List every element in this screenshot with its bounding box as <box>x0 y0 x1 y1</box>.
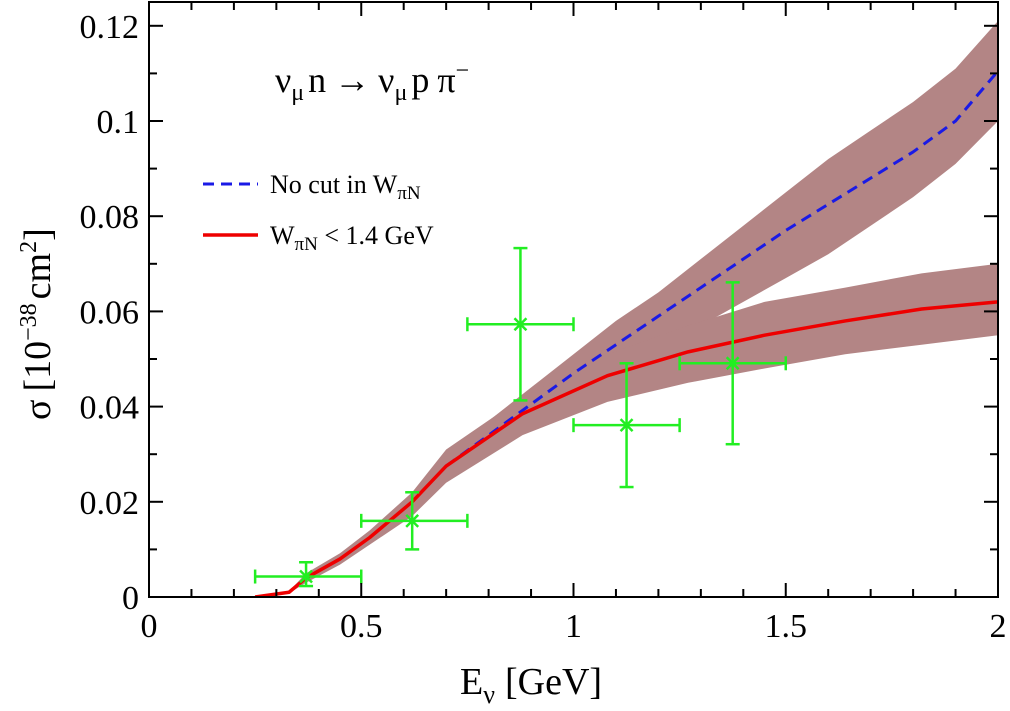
y-tick-label: 0.02 <box>80 485 140 522</box>
series-line-0 <box>445 70 998 468</box>
x-axis-title: Eν [GeV] <box>460 661 602 709</box>
reaction-title: νμ n → νμ p π− <box>275 58 469 106</box>
data-point-1 <box>360 491 469 551</box>
legend-label-cut: WπN < 1.4 GeV <box>270 221 434 255</box>
y-tick-label: 0 <box>122 580 139 617</box>
y-axis-title: σ[10−38cm2] <box>16 228 59 420</box>
band-0 <box>446 21 998 478</box>
y-tick-label: 0.1 <box>97 104 140 141</box>
legend: No cut in WπN WπN < 1.4 GeV <box>203 170 434 255</box>
point-marker <box>513 317 528 332</box>
x-tick-label: 1.5 <box>765 608 808 645</box>
legend-label-no-cut: No cut in WπN <box>270 170 421 204</box>
tick-labels: 0 0.5 1 1.5 2 0 0.02 0.04 0.06 0.08 0.1 0.12 <box>80 9 1007 645</box>
data-point-0 <box>253 561 363 588</box>
plot-frame <box>148 1 999 598</box>
point-marker <box>619 418 634 433</box>
y-tick-label: 0.04 <box>80 390 140 427</box>
uncertainty-bands <box>255 21 998 597</box>
theory-curves <box>254 70 998 597</box>
data-point-4 <box>678 281 787 446</box>
data-point-3 <box>572 362 681 489</box>
point-marker <box>725 356 740 371</box>
x-tick-label: 1 <box>565 608 582 645</box>
band-1 <box>255 263 998 597</box>
x-tick-label: 0.5 <box>340 608 383 645</box>
series-line-1 <box>254 300 998 597</box>
experimental-points <box>253 246 787 588</box>
x-tick-label: 2 <box>990 608 1007 645</box>
y-tick-label: 0.12 <box>80 9 140 46</box>
y-tick-label: 0.06 <box>80 294 140 331</box>
point-marker <box>299 569 313 584</box>
data-point-2 <box>466 246 575 402</box>
point-marker <box>405 513 420 528</box>
y-tick-label: 0.08 <box>80 199 140 236</box>
x-tick-label: 0 <box>141 608 158 645</box>
